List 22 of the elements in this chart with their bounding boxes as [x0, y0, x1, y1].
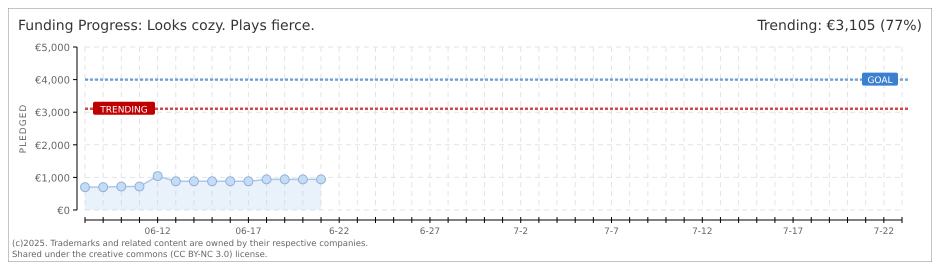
x-tick-label: 6-27: [420, 227, 440, 237]
text: (c)2025. Trademarks and related content are owned by their respective companies.: [12, 239, 368, 249]
x-tick-label: 06-12: [144, 227, 171, 237]
chart-subtitle: Trending: €3,105 (77%): [756, 18, 922, 34]
x-tick-label: 7-7: [604, 227, 619, 237]
y-tick-label: €2,000: [35, 140, 70, 152]
y-tick-label: €1,000: [35, 173, 70, 184]
ref-line-label: GOAL: [867, 76, 893, 86]
y-axis-title: PLEDGED: [19, 104, 29, 154]
x-tick-label: 6-22: [328, 227, 350, 237]
y-tick-label: €5,000: [35, 43, 70, 54]
x-tick-label: 7-2: [513, 227, 528, 237]
y-tick-label: €3,000: [35, 108, 70, 120]
x-tick-label: 06-17: [235, 227, 262, 237]
y-tick-label: €0: [57, 206, 70, 217]
ref-line-label: TRENDING: [99, 105, 148, 116]
x-tick-label: 7-12: [692, 227, 713, 237]
text: Shared under the creative commons (CC BY-NC 3.0) license.: [12, 250, 268, 260]
x-tick-label: 7-17: [782, 227, 804, 237]
y-tick-label: €4,000: [35, 76, 70, 87]
x-tick-label: 7-22: [874, 227, 894, 237]
chart-title: Funding Progress: Looks cozy. Plays fierce.: [18, 18, 315, 34]
